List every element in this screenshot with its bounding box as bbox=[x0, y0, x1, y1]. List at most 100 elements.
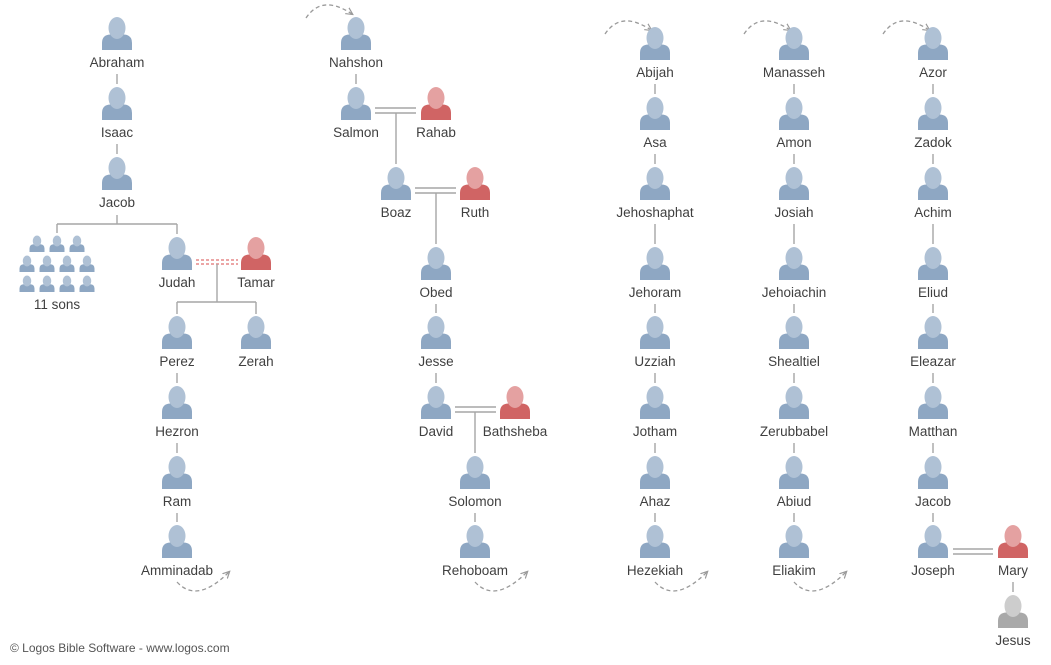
person-name-amminadab: Amminadab bbox=[141, 563, 213, 578]
person-name-abraham: Abraham bbox=[90, 55, 145, 70]
person-name-josiah: Josiah bbox=[774, 205, 813, 220]
person-abijah: Abijah bbox=[636, 27, 674, 80]
person-manasseh: Manasseh bbox=[763, 27, 825, 80]
person-icon bbox=[918, 316, 948, 349]
person-icon bbox=[241, 316, 271, 349]
person-icon bbox=[640, 27, 670, 60]
person-name-sons: 11 sons bbox=[34, 297, 81, 312]
person-rahab: Rahab bbox=[416, 87, 456, 140]
person-icon bbox=[460, 167, 490, 200]
continue-arrow-to-nahshon bbox=[305, 4, 352, 19]
person-icon bbox=[779, 525, 809, 558]
person-icon bbox=[102, 157, 132, 190]
person-name-isaac: Isaac bbox=[101, 125, 134, 140]
continue-arrow-to-manasseh bbox=[743, 20, 790, 35]
person-uzziah: Uzziah bbox=[634, 316, 676, 369]
person-icon bbox=[918, 247, 948, 280]
person-josiah: Josiah bbox=[774, 167, 814, 220]
person-tamar: Tamar bbox=[237, 237, 275, 290]
son-3-1-icon bbox=[19, 275, 35, 292]
person-icon bbox=[640, 167, 670, 200]
continue-arrow-to-abijah bbox=[604, 20, 651, 35]
person-name-jotham: Jotham bbox=[633, 424, 677, 439]
person-icon bbox=[102, 17, 132, 50]
person-icon bbox=[918, 456, 948, 489]
person-icon bbox=[640, 525, 670, 558]
person-icon bbox=[421, 87, 451, 120]
person-icon bbox=[162, 386, 192, 419]
continue-arrow-from-rehoboam bbox=[474, 572, 527, 592]
person-ahaz: Ahaz bbox=[640, 456, 671, 509]
person-icon bbox=[998, 595, 1028, 628]
person-jotham: Jotham bbox=[633, 386, 677, 439]
person-icon bbox=[779, 247, 809, 280]
son-3-2-icon bbox=[39, 275, 55, 292]
person-name-jehoshaphat: Jehoshaphat bbox=[616, 205, 694, 220]
son-3-3-icon bbox=[59, 275, 75, 292]
person-icon bbox=[162, 316, 192, 349]
person-icon bbox=[779, 97, 809, 130]
person-nodes: Abraham Isaac Jacob 11 sons Judah Tamar Perez Z… bbox=[19, 17, 1031, 648]
person-icon bbox=[640, 247, 670, 280]
person-shealtiel: Shealtiel bbox=[768, 316, 820, 369]
person-name-solomon: Solomon bbox=[448, 494, 501, 509]
person-eliakim: Eliakim bbox=[772, 525, 816, 578]
person-icon bbox=[779, 316, 809, 349]
continue-arrow-from-amminadab bbox=[176, 572, 229, 592]
person-name-eliud: Eliud bbox=[918, 285, 948, 300]
person-name-eliakim: Eliakim bbox=[772, 563, 816, 578]
person-name-rehoboam: Rehoboam bbox=[442, 563, 508, 578]
person-amon: Amon bbox=[776, 97, 812, 150]
person-asa: Asa bbox=[640, 97, 670, 150]
person-icon bbox=[421, 386, 451, 419]
person-name-bathsheba: Bathsheba bbox=[483, 424, 548, 439]
person-name-mary: Mary bbox=[998, 563, 1028, 578]
person-azor: Azor bbox=[918, 27, 948, 80]
person-name-manasseh: Manasseh bbox=[763, 65, 825, 80]
person-amminadab: Amminadab bbox=[141, 525, 213, 578]
person-icon bbox=[918, 97, 948, 130]
person-icon bbox=[779, 27, 809, 60]
person-hezron: Hezron bbox=[155, 386, 199, 439]
person-eleazar: Eleazar bbox=[910, 316, 956, 369]
person-mary: Mary bbox=[998, 525, 1028, 578]
son-3-4-icon bbox=[79, 275, 95, 292]
person-eliud: Eliud bbox=[918, 247, 948, 300]
person-name-boaz: Boaz bbox=[381, 205, 412, 220]
person-isaac: Isaac bbox=[101, 87, 134, 140]
son-1-3-icon bbox=[69, 235, 85, 252]
person-icon bbox=[162, 525, 192, 558]
person-jehoiachin: Jehoiachin bbox=[762, 247, 826, 300]
son-2-4-icon bbox=[79, 255, 95, 272]
person-bathsheba: Bathsheba bbox=[483, 386, 548, 439]
person-icon bbox=[460, 525, 490, 558]
person-icon bbox=[779, 386, 809, 419]
person-name-nahshon: Nahshon bbox=[329, 55, 383, 70]
person-name-obed: Obed bbox=[419, 285, 452, 300]
person-name-david: David bbox=[419, 424, 454, 439]
son-2-2-icon bbox=[39, 255, 55, 272]
person-name-achim: Achim bbox=[914, 205, 952, 220]
son-1-1-icon bbox=[29, 235, 45, 252]
person-icon bbox=[918, 27, 948, 60]
person-sons: 11 sons bbox=[19, 235, 95, 312]
person-abraham: Abraham bbox=[90, 17, 145, 70]
person-icon bbox=[162, 237, 192, 270]
continue-arrow-to-azor bbox=[882, 20, 929, 35]
person-icon bbox=[421, 247, 451, 280]
son-2-3-icon bbox=[59, 255, 75, 272]
person-icon bbox=[640, 456, 670, 489]
person-name-eleazar: Eleazar bbox=[910, 354, 956, 369]
person-icon bbox=[640, 386, 670, 419]
person-name-salmon: Salmon bbox=[333, 125, 379, 140]
person-jacob2: Jacob bbox=[915, 456, 951, 509]
person-ruth: Ruth bbox=[460, 167, 490, 220]
person-name-shealtiel: Shealtiel bbox=[768, 354, 820, 369]
person-name-zerubbabel: Zerubbabel bbox=[760, 424, 828, 439]
person-icon bbox=[381, 167, 411, 200]
person-joseph: Joseph bbox=[911, 525, 955, 578]
person-name-jesse: Jesse bbox=[418, 354, 453, 369]
person-name-uzziah: Uzziah bbox=[634, 354, 675, 369]
person-jesus: Jesus bbox=[995, 595, 1031, 648]
